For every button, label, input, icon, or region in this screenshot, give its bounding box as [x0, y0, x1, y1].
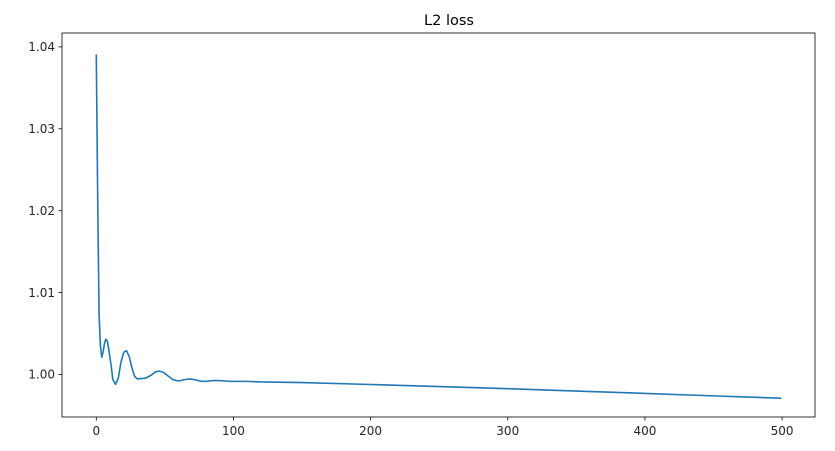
x-tick-label: 300	[496, 424, 519, 438]
chart-title: L2 loss	[424, 13, 474, 29]
x-tick-label: 100	[222, 424, 245, 438]
y-tick-label: 1.00	[28, 368, 55, 382]
y-tick-label: 1.02	[28, 204, 55, 218]
x-axis: 0 100 200 300 400 500	[92, 417, 794, 438]
x-tick-label: 0	[92, 424, 100, 438]
loss-series-line	[95, 54, 782, 399]
plot-frame	[61, 32, 816, 418]
y-tick-label: 1.01	[28, 286, 55, 300]
x-tick-label: 200	[359, 424, 382, 438]
x-tick-label: 500	[771, 424, 794, 438]
x-tick-label: 400	[633, 424, 656, 438]
y-tick-label: 1.03	[28, 122, 55, 136]
y-tick-label: 1.04	[28, 40, 55, 54]
y-axis: 1.00 1.01 1.02 1.03 1.04	[28, 40, 62, 382]
